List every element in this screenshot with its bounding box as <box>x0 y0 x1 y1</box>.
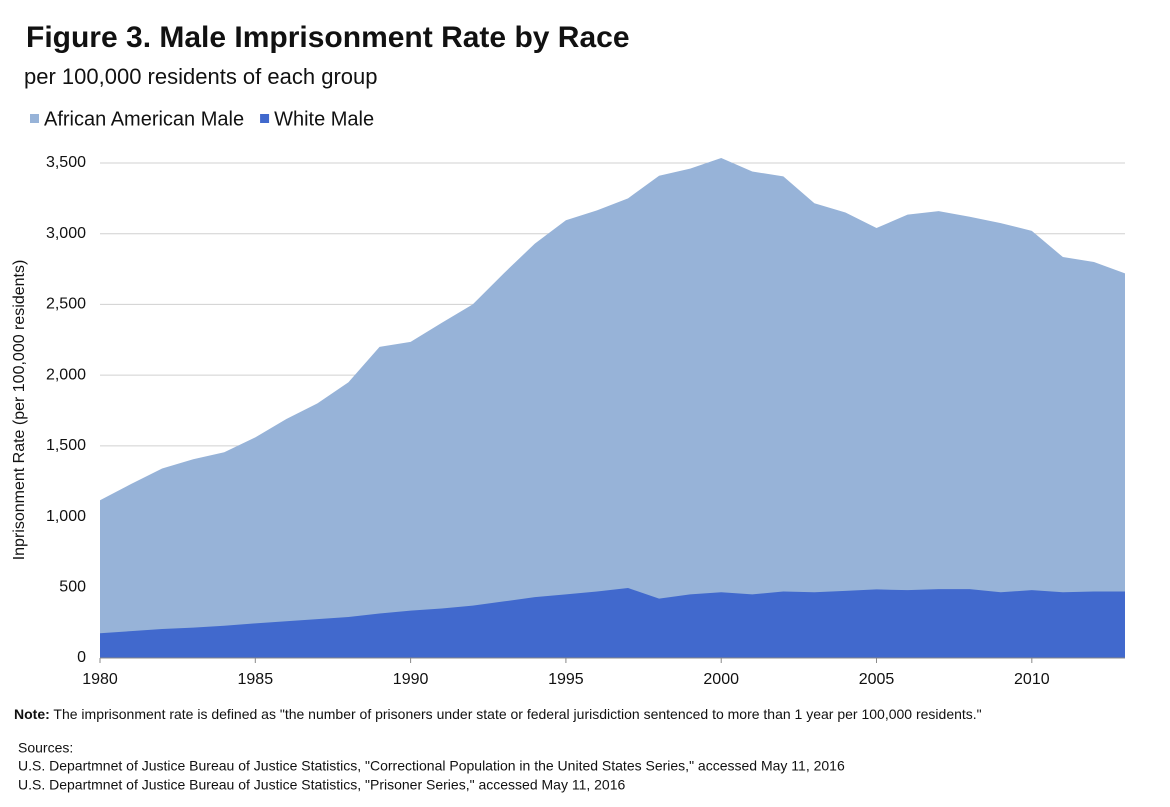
note: Note: The imprisonment rate is defined a… <box>14 706 982 722</box>
y-tick-label: 500 <box>59 579 86 596</box>
chart-title: Figure 3. Male Imprisonment Rate by Race <box>26 21 630 54</box>
area <box>100 158 1125 659</box>
y-tick-label: 3,000 <box>46 225 86 242</box>
y-tick-label: 2,500 <box>46 296 86 313</box>
area <box>100 587 1125 658</box>
legend-label: White Male <box>274 108 374 130</box>
source: U.S. Departmnet of Justice Bureau of Jus… <box>18 777 625 793</box>
y-tick-label: 2,000 <box>46 366 86 383</box>
y-tick-label: 0 <box>77 649 86 666</box>
legend-label: African American Male <box>44 108 244 130</box>
x-tick-label: 2000 <box>703 671 739 688</box>
y-tick-label: 1,500 <box>46 437 86 454</box>
x-tick-label: 1990 <box>393 671 429 688</box>
x-tick-label: 1995 <box>548 671 584 688</box>
x-tick-label: 1980 <box>82 671 118 688</box>
sources-heading: Sources: <box>18 740 73 756</box>
legend-swatch <box>30 114 39 123</box>
chart-subtitle: per 100,000 residents of each group <box>24 64 377 89</box>
source: U.S. Departmnet of Justice Bureau of Jus… <box>18 758 845 774</box>
y-axis-label: Inprisonment Rate (per 100,000 residents… <box>11 260 28 561</box>
x-tick-label: 2010 <box>1014 671 1050 688</box>
x-tick-label: 1985 <box>238 671 274 688</box>
y-tick-label: 1,000 <box>46 508 86 525</box>
legend-swatch <box>260 114 270 123</box>
x-tick-label: 2005 <box>859 671 895 688</box>
note-text: The imprisonment rate is defined as "the… <box>50 706 982 722</box>
y-tick-label: 3,500 <box>46 154 86 171</box>
note-label: Note: <box>14 706 50 722</box>
